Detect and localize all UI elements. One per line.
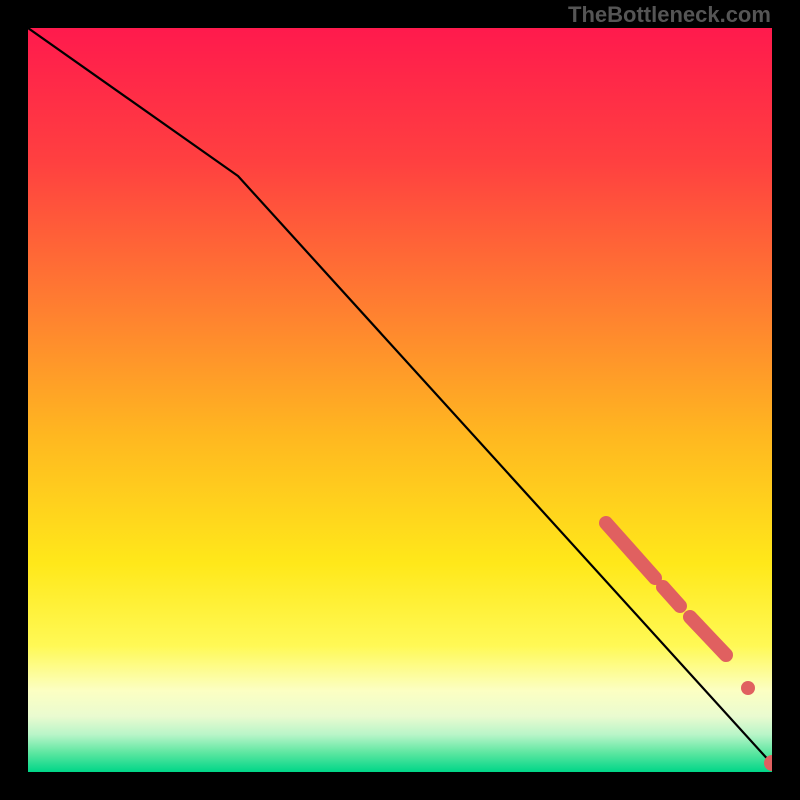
plot-area: [28, 28, 772, 772]
marker-segment: [606, 523, 655, 578]
marker-segment: [663, 587, 680, 606]
marker-segment: [690, 617, 726, 655]
bottleneck-curve: [28, 28, 772, 764]
marker-dot: [741, 681, 755, 695]
chart-svg: [28, 28, 772, 772]
watermark-text: TheBottleneck.com: [568, 2, 771, 28]
